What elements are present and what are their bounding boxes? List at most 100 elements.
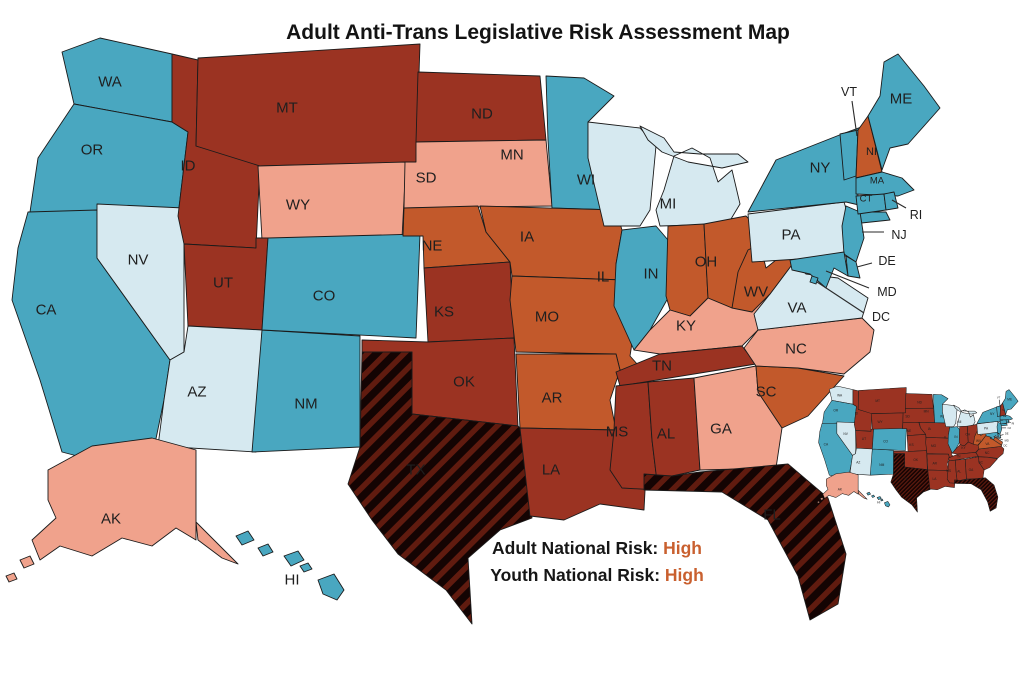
state-tx-inset[interactable] [890,453,931,513]
state-nm-inset[interactable] [869,448,894,476]
state-label-ut: UT [213,275,233,292]
state-ri-inset[interactable] [1005,419,1010,424]
state-or[interactable] [29,103,189,217]
state-nj[interactable] [841,205,865,263]
callout-line-vt [851,100,858,137]
state-ak-inset[interactable] [817,471,868,504]
state-label-il-inset: IL [944,436,947,440]
state-ri[interactable] [883,191,899,211]
state-ma[interactable] [855,171,915,197]
state-label-md: MD [877,285,896,299]
state-label-ak: AK [101,511,121,528]
state-ks[interactable] [423,261,515,343]
state-md[interactable] [789,251,849,289]
state-label-ut-inset: UT [862,437,866,441]
state-label-mi: MI [660,196,677,213]
state-label-mn: MN [500,147,523,164]
callout-line-md [825,270,870,289]
state-md-inset[interactable] [985,431,999,441]
state-label-vt: VT [841,85,857,99]
state-label-sd-inset: SD [905,414,910,418]
state-label-nh-inset: NH [1002,409,1006,412]
state-mi-inset[interactable] [953,404,978,427]
state-label-nv: NV [128,252,149,269]
state-me-inset[interactable] [1002,389,1019,415]
state-mi[interactable] [639,125,749,227]
state-label-ky-inset: KY [961,446,966,450]
youth-national-risk-line: Youth National Risk: High [490,562,704,589]
state-label-ks: KS [434,304,454,321]
state-ar[interactable] [515,353,621,431]
state-label-ga: GA [710,421,732,438]
callout-line-vt-inset [998,399,1001,408]
state-label-nd: ND [471,106,493,123]
state-mt-inset[interactable] [857,387,907,414]
state-nm[interactable] [251,329,361,453]
state-label-tx-inset: TX [903,477,908,481]
callout-line-ri-inset [1007,420,1011,424]
state-hi-inset[interactable] [866,491,891,508]
state-label-tx: TX [406,462,425,479]
state-wy-inset[interactable] [871,412,904,430]
state-co-inset[interactable] [872,428,907,451]
state-label-wy: WY [286,197,310,214]
state-ma-inset[interactable] [999,414,1013,421]
state-ar-inset[interactable] [926,453,950,471]
state-dc-inset[interactable] [989,437,993,440]
state-label-tn: TN [652,358,672,375]
state-label-ny: NY [810,160,831,177]
state-hi[interactable] [235,530,345,601]
state-label-wy-inset: WY [877,420,883,424]
adult-risk-value: High [663,538,703,558]
state-label-ne: NE [422,238,443,255]
state-label-wv-inset: WV [976,439,982,443]
state-wy[interactable] [257,161,407,241]
state-label-nv-inset: NV [843,432,848,436]
state-label-ct: CT [860,194,873,205]
state-label-or: OR [81,142,104,159]
state-label-sd: SD [416,170,437,187]
state-dc[interactable] [809,275,819,285]
state-label-de: DE [878,254,895,268]
state-label-id-inset: ID [855,412,859,416]
state-label-ms-inset: MS [946,469,951,473]
state-label-oh-inset: OH [965,432,971,436]
state-label-ny-inset: NY [990,412,995,416]
state-label-wv: WV [744,284,768,301]
state-or-inset[interactable] [822,400,857,425]
youth-risk-value: High [664,565,704,585]
state-ak[interactable] [5,437,239,583]
national-risk-legend: Adult National Risk: High Youth National… [490,535,704,589]
state-label-ma: MA [870,176,885,187]
state-mt[interactable] [195,43,421,167]
state-label-tn-inset: TN [956,455,961,459]
state-label-wi: WI [577,172,595,189]
state-fl[interactable] [643,463,847,621]
state-label-in-inset: IN [954,435,958,439]
state-tx[interactable] [347,351,533,625]
adult-risk-label: Adult National Risk: [491,538,664,558]
state-label-ne-inset: NE [907,429,912,433]
state-label-wi-inset: WI [940,415,944,419]
state-label-id: ID [181,158,196,175]
state-label-ok-inset: OK [913,458,919,462]
state-label-pa: PA [782,227,801,244]
state-label-me-inset: ME [1007,397,1013,401]
state-label-ak-inset: AK [838,488,843,492]
state-co[interactable] [261,233,421,339]
state-label-ks-inset: KS [909,443,913,447]
state-label-nc: NC [785,341,807,358]
state-me[interactable] [867,53,941,171]
state-label-sc: SC [756,384,777,401]
youth-risk-inset-map: WA OR CA NV ID MT WY UT AZ NM CO ND SD NE KS OK TX MN IA MO… [817,385,1019,513]
state-label-ri-inset: RI [1012,422,1015,426]
state-label-nd-inset: ND [917,401,922,405]
map-title: Adult Anti-Trans Legislative Risk Assess… [286,21,790,44]
state-label-ri: RI [910,208,923,222]
state-label-co: CO [313,288,336,305]
state-label-nc-inset: NC [985,451,990,455]
state-fl-inset[interactable] [954,477,999,512]
state-label-wa: WA [98,74,122,91]
state-label-mo-inset: MO [931,444,937,448]
